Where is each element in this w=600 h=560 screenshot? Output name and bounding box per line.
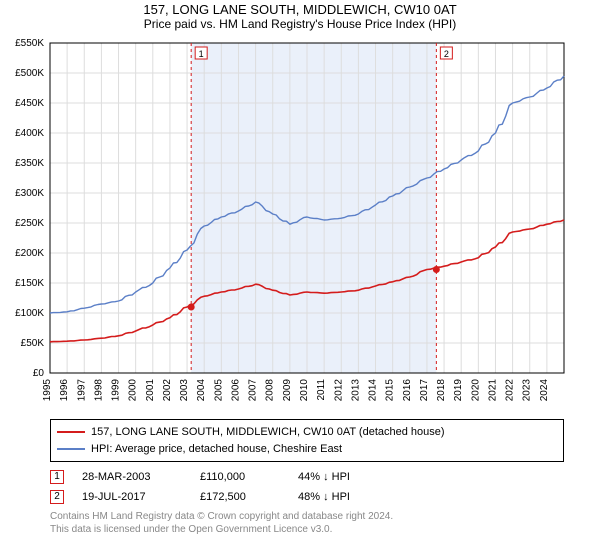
sale-marker-pct: 44% ↓ HPI	[298, 471, 398, 483]
legend-row: HPI: Average price, detached house, Ches…	[57, 441, 557, 458]
svg-text:2015: 2015	[385, 379, 396, 402]
chart: £0 £50K £100K £150K £200K £250K £300K £350K £400…	[0, 35, 600, 413]
svg-text:2013: 2013	[350, 379, 361, 402]
attribution: Contains HM Land Registry data © Crown c…	[50, 510, 564, 536]
legend: 157, LONG LANE SOUTH, MIDDLEWICH, CW10 0…	[50, 419, 564, 462]
svg-text:2002: 2002	[162, 379, 173, 402]
svg-text:2010: 2010	[299, 379, 310, 402]
svg-text:2006: 2006	[230, 379, 241, 402]
sale-marker-row: 2 19-JUL-2017 £172,500 48% ↓ HPI	[50, 490, 564, 504]
sale-marker-date: 28-MAR-2003	[82, 471, 182, 483]
sale-marker-date: 19-JUL-2017	[82, 491, 182, 503]
sale-marker-badge: 1	[50, 470, 64, 484]
svg-text:£550K: £550K	[15, 38, 44, 49]
svg-text:£0: £0	[33, 368, 45, 379]
svg-text:2004: 2004	[196, 379, 207, 402]
svg-text:£300K: £300K	[15, 188, 44, 199]
svg-text:£450K: £450K	[15, 98, 44, 109]
legend-row: 157, LONG LANE SOUTH, MIDDLEWICH, CW10 0…	[57, 424, 557, 441]
svg-text:2016: 2016	[402, 379, 413, 402]
sale-marker-price: £172,500	[200, 491, 280, 503]
attribution-line-2: This data is licensed under the Open Gov…	[50, 523, 564, 536]
svg-text:£400K: £400K	[15, 128, 44, 139]
svg-text:2005: 2005	[213, 379, 224, 402]
page-subtitle: Price paid vs. HM Land Registry's House …	[0, 17, 600, 35]
attribution-line-1: Contains HM Land Registry data © Crown c…	[50, 510, 564, 523]
svg-text:2003: 2003	[179, 379, 190, 402]
svg-text:2022: 2022	[505, 379, 516, 402]
sale-marker-row: 1 28-MAR-2003 £110,000 44% ↓ HPI	[50, 470, 564, 484]
legend-swatch	[57, 431, 85, 433]
svg-text:1996: 1996	[59, 379, 70, 402]
legend-label: HPI: Average price, detached house, Ches…	[91, 441, 342, 458]
svg-text:£100K: £100K	[15, 308, 44, 319]
svg-text:1999: 1999	[111, 379, 122, 402]
svg-text:2024: 2024	[539, 379, 550, 402]
svg-text:£50K: £50K	[21, 338, 45, 349]
svg-text:2008: 2008	[265, 379, 276, 402]
chart-container: 157, LONG LANE SOUTH, MIDDLEWICH, CW10 0…	[0, 0, 600, 560]
svg-text:1998: 1998	[93, 379, 104, 402]
svg-text:2023: 2023	[522, 379, 533, 402]
svg-text:2007: 2007	[248, 379, 259, 402]
svg-text:2000: 2000	[128, 379, 139, 402]
svg-text:2011: 2011	[316, 379, 327, 401]
sale-marker-price: £110,000	[200, 471, 280, 483]
chart-svg: £0 £50K £100K £150K £200K £250K £300K £350K £400…	[0, 35, 600, 413]
svg-text:2009: 2009	[282, 379, 293, 402]
svg-text:2012: 2012	[333, 379, 344, 402]
svg-text:£200K: £200K	[15, 248, 44, 259]
svg-text:2017: 2017	[419, 379, 430, 402]
svg-text:2: 2	[444, 49, 449, 59]
svg-text:2021: 2021	[487, 379, 498, 402]
legend-label: 157, LONG LANE SOUTH, MIDDLEWICH, CW10 0…	[91, 424, 445, 441]
svg-text:2001: 2001	[145, 379, 156, 402]
sale-marker-pct: 48% ↓ HPI	[298, 491, 398, 503]
svg-text:2020: 2020	[470, 379, 481, 402]
svg-text:2018: 2018	[436, 379, 447, 402]
svg-text:1: 1	[199, 49, 204, 59]
svg-text:1995: 1995	[42, 379, 53, 402]
svg-text:2019: 2019	[453, 379, 464, 402]
svg-text:£250K: £250K	[15, 218, 44, 229]
svg-text:£350K: £350K	[15, 158, 44, 169]
svg-text:£500K: £500K	[15, 68, 44, 79]
sale-marker-badge: 2	[50, 490, 64, 504]
legend-swatch	[57, 448, 85, 450]
svg-text:2014: 2014	[368, 379, 379, 402]
svg-text:£150K: £150K	[15, 278, 44, 289]
page-title: 157, LONG LANE SOUTH, MIDDLEWICH, CW10 0…	[0, 0, 600, 17]
marker-table: 1 28-MAR-2003 £110,000 44% ↓ HPI 2 19-JUL-201…	[50, 470, 564, 504]
svg-text:1997: 1997	[76, 379, 87, 402]
